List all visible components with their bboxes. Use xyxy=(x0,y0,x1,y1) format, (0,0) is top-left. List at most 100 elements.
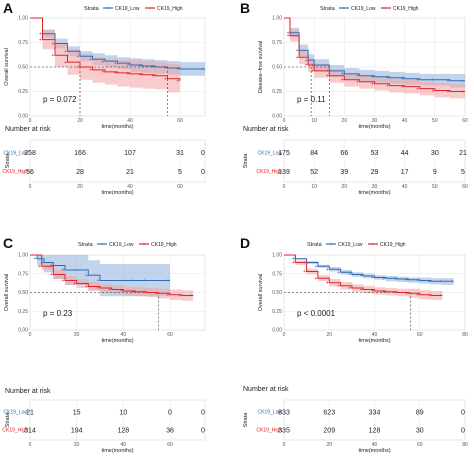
censor-mark: + xyxy=(120,289,123,295)
legend-cross-high: + xyxy=(385,6,388,12)
legend-cross-high: + xyxy=(372,242,375,248)
x-axis-label: time(months) xyxy=(101,124,133,130)
risk-count-high: 17 xyxy=(401,169,409,176)
x-tick-label: 50 xyxy=(432,118,438,124)
x-tick-label: 60 xyxy=(177,118,183,124)
legend: Strata + CK19_Low + CK19_High xyxy=(307,242,406,248)
legend-label-high: CK19_High xyxy=(157,6,183,12)
legend: Strata + CK19_Low + CK19_High xyxy=(84,6,183,12)
risk-x-tick: 60 xyxy=(417,442,423,448)
censor-mark: + xyxy=(462,78,465,84)
censor-mark: + xyxy=(167,292,170,298)
x-axis-label: time(months) xyxy=(358,124,390,130)
km-line-high xyxy=(284,17,465,92)
legend-label-high: CK19_High xyxy=(393,6,419,12)
risk-count-high: 52 xyxy=(310,169,318,176)
risk-x-tick: 40 xyxy=(372,442,378,448)
risk-count-low: 833 xyxy=(278,410,290,417)
risk-x-tick: 0 xyxy=(29,442,32,448)
censor-mark: + xyxy=(303,269,306,275)
risk-count-high: 335 xyxy=(278,428,290,435)
legend-title: Strata xyxy=(78,242,94,248)
censor-mark: + xyxy=(292,256,295,262)
y-axis-label: Overall survival xyxy=(4,274,10,312)
x-tick-label: 40 xyxy=(402,118,408,124)
km-line-low xyxy=(30,17,205,70)
risk-frame xyxy=(29,399,206,441)
risk-count-low: 84 xyxy=(310,150,318,157)
censor-mark: + xyxy=(97,286,100,292)
ci-band-low xyxy=(284,18,465,89)
risk-table: Number at risk 0 20 40 60 80 time(months) CK19_… xyxy=(243,386,468,454)
risk-x-axis-label: time(months) xyxy=(101,448,133,454)
censor-mark: + xyxy=(155,291,158,297)
censor-mark: + xyxy=(164,76,167,82)
censor-mark: + xyxy=(326,280,329,286)
risk-count-high: 209 xyxy=(323,428,335,435)
risk-count-high: 5 xyxy=(178,169,182,176)
censor-mark: + xyxy=(178,293,181,299)
risk-frame xyxy=(29,139,206,183)
legend: Strata + CK19_Low + CK19_High xyxy=(78,242,177,248)
censor-mark: + xyxy=(314,264,317,270)
risk-count-high: 128 xyxy=(117,428,129,435)
censor-mark: + xyxy=(371,75,374,81)
y-tick-label: 0.00 xyxy=(18,114,28,120)
censor-mark: + xyxy=(64,49,67,55)
censor-mark: + xyxy=(89,68,92,74)
risk-row-label-high: CK19_High xyxy=(256,428,282,434)
risk-count-high: 5 xyxy=(461,169,465,176)
y-tick-label: 0.00 xyxy=(272,328,282,334)
censor-mark: + xyxy=(428,279,431,285)
legend-cross-high: + xyxy=(143,242,146,248)
censor-mark: + xyxy=(52,53,55,59)
y-tick-label: 0.75 xyxy=(272,40,282,46)
risk-count-high: 28 xyxy=(76,169,84,176)
x-tick-label: 30 xyxy=(372,118,378,124)
risk-count-high: 0 xyxy=(201,428,205,435)
censor-mark: + xyxy=(382,276,385,282)
risk-count-high: 0 xyxy=(201,169,205,176)
km-line-low xyxy=(284,254,454,282)
risk-x-tick: 0 xyxy=(283,184,286,190)
censor-mark: + xyxy=(450,279,453,285)
risk-count-low: 334 xyxy=(369,410,381,417)
censor-mark: + xyxy=(102,70,105,76)
censor-mark: + xyxy=(39,31,42,37)
censor-mark: + xyxy=(303,260,306,266)
panel-b: B Strata + CK19_Low + CK19_High0.000.250.500.… xyxy=(240,0,468,196)
y-tick-label: 0.25 xyxy=(18,89,28,95)
censor-mark: + xyxy=(428,293,431,299)
censor-mark: + xyxy=(292,260,295,266)
risk-count-high: 128 xyxy=(369,428,381,435)
censor-mark: + xyxy=(143,278,146,284)
censor-mark: + xyxy=(108,287,111,293)
x-axis-label: time(months) xyxy=(101,338,133,344)
risk-strata-label: Strata xyxy=(243,153,249,169)
censor-mark: + xyxy=(73,281,76,287)
risk-count-high: 56 xyxy=(26,169,34,176)
panel-d: D Strata + CK19_Low + CK19_High0.000.250.500.… xyxy=(240,235,468,454)
censor-mark: + xyxy=(405,291,408,297)
ci-band-high xyxy=(30,255,194,301)
censor-mark: + xyxy=(439,293,442,299)
panel-letter: C xyxy=(3,235,13,251)
censor-mark: + xyxy=(296,55,299,61)
censor-mark: + xyxy=(337,270,340,276)
risk-x-tick: 40 xyxy=(402,184,408,190)
legend: Strata + CK19_Low + CK19_High xyxy=(320,6,419,12)
risk-count-low: 66 xyxy=(340,150,348,157)
censor-mark: + xyxy=(127,63,130,69)
risk-count-high: 194 xyxy=(71,428,83,435)
y-tick-label: 0.75 xyxy=(18,40,28,46)
risk-count-low: 258 xyxy=(24,150,36,157)
p-value: p < 0.0001 xyxy=(297,309,336,318)
risk-count-low: 21 xyxy=(459,150,467,157)
legend-label-high: CK19_High xyxy=(380,242,406,248)
risk-count-high: 9 xyxy=(433,169,437,176)
risk-count-low: 89 xyxy=(416,410,424,417)
y-axis-label: Overall survival xyxy=(4,48,10,86)
censor-mark: + xyxy=(314,276,317,282)
risk-x-tick: 40 xyxy=(121,442,127,448)
censor-mark: + xyxy=(341,77,344,83)
